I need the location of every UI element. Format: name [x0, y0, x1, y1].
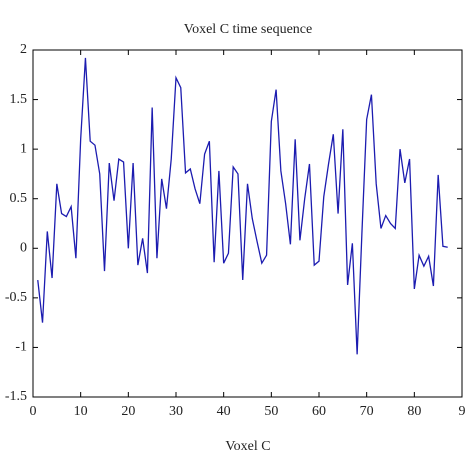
data-line — [37, 57, 448, 355]
y-tick-label: -1 — [15, 340, 27, 355]
y-tick-label: 2 — [20, 42, 27, 57]
x-tick-label: 0 — [30, 404, 37, 419]
x-tick-label: 20 — [121, 404, 135, 419]
plot-frame — [32, 49, 463, 398]
x-tick-label: 80 — [407, 404, 421, 419]
x-tick-label: 40 — [217, 404, 231, 419]
x-tick-label: 60 — [312, 404, 326, 419]
chart-title: Voxel C time sequence — [184, 22, 312, 37]
x-tick-label: 9 — [459, 404, 466, 419]
x-tick-label: 70 — [360, 404, 374, 419]
y-tick-label: 0.5 — [10, 191, 28, 206]
x-tick-label: 30 — [169, 404, 183, 419]
x-tick-label: 10 — [74, 404, 88, 419]
y-tick-label: -1.5 — [5, 389, 27, 404]
y-tick-label: 1.5 — [10, 92, 28, 107]
x-axis-label: Voxel C — [225, 439, 270, 454]
y-tick-label: -0.5 — [5, 290, 27, 305]
x-tick-label: 50 — [264, 404, 278, 419]
y-tick-label: 0 — [20, 241, 27, 256]
y-tick-label: 1 — [20, 141, 27, 156]
